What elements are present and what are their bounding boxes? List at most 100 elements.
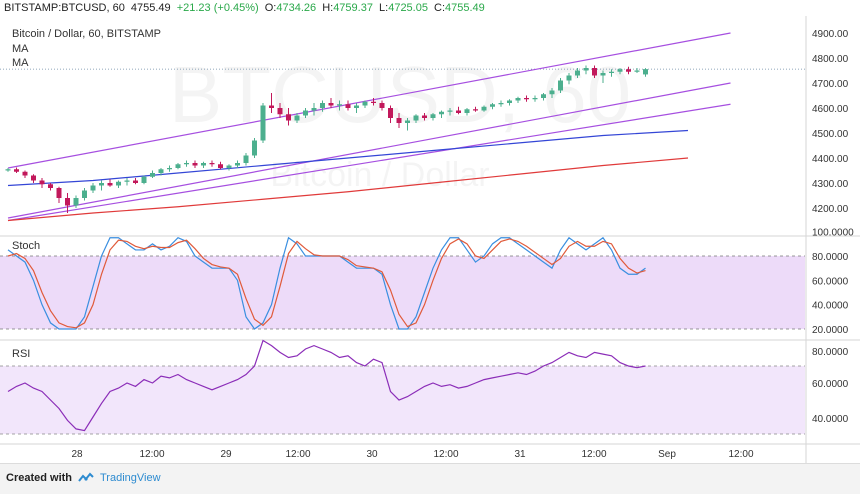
rsi-tick-label: 40.0000	[812, 414, 849, 425]
time-tick-label: Sep	[658, 449, 676, 460]
candle-body	[48, 184, 53, 188]
candle-body	[643, 69, 648, 75]
open-label: O:	[264, 2, 277, 14]
candle-body	[158, 169, 164, 173]
candle-body	[388, 108, 393, 118]
candle-body	[31, 175, 36, 181]
candle-body	[167, 168, 172, 170]
price-tick-label: 4800.00	[812, 54, 849, 65]
candle-body	[184, 163, 189, 165]
candle-body	[133, 180, 138, 183]
overlay-channel_lower	[7, 82, 731, 219]
stoch-tick-label: 80.0000	[812, 252, 849, 263]
rsi-label[interactable]: RSI	[12, 348, 31, 360]
candle-body	[456, 110, 461, 113]
high-label: H:	[322, 2, 334, 14]
candle-body	[464, 109, 470, 113]
candle-body	[447, 110, 453, 112]
overlay-ma_fast	[7, 129, 689, 187]
candle-body	[99, 183, 104, 186]
candle-body	[558, 80, 563, 91]
symbol-name[interactable]: BITSTAMP:BTCUSD, 60	[4, 2, 125, 14]
candle-body	[413, 115, 419, 121]
low-value: 4725.05	[388, 2, 428, 14]
candle-body	[507, 100, 512, 103]
candle-body	[294, 115, 300, 121]
candle-body	[39, 180, 45, 185]
rsi-line	[7, 339, 646, 432]
open-value: 4734.26	[276, 2, 317, 14]
overlay-channel_mid	[7, 103, 731, 222]
candle-body	[498, 103, 504, 105]
candle-body	[617, 69, 623, 72]
candle-body	[141, 176, 147, 183]
tradingview-logo-icon	[78, 472, 94, 482]
low-label: L:	[379, 2, 389, 14]
overlay-channel_upper	[7, 32, 731, 169]
candle-body	[22, 171, 28, 176]
symbol-header: BITSTAMP:BTCUSD, 60 4755.49 +21.23 (+0.4…	[4, 0, 488, 16]
candle-body	[541, 94, 546, 98]
candle-body	[65, 198, 70, 206]
stoch-tick-label: 60.0000	[812, 276, 849, 287]
rsi-tick-label: 80.0000	[812, 347, 849, 358]
last-price: 4755.49	[130, 2, 171, 14]
time-tick-label: 29	[220, 449, 232, 460]
price-tick-label: 4200.00	[812, 204, 849, 215]
ma-legend-2[interactable]: MA	[12, 57, 29, 69]
time-tick-label: 28	[71, 449, 83, 460]
candle-body	[124, 180, 130, 182]
candle-body	[422, 115, 427, 118]
created-with-text: Created with	[6, 472, 73, 484]
time-tick-label: 12:00	[728, 449, 753, 460]
candle-body	[311, 108, 317, 111]
candle-body	[600, 73, 606, 76]
candle-body	[549, 90, 555, 95]
price-tick-label: 4700.00	[812, 79, 849, 90]
candle-body	[243, 155, 249, 163]
stoch-label[interactable]: Stoch	[12, 240, 41, 252]
candle-body	[405, 120, 410, 123]
stoch-d-line	[7, 238, 646, 329]
candle-body	[175, 164, 181, 168]
candle-body	[73, 198, 79, 206]
candle-body	[320, 103, 325, 108]
candle-body	[218, 164, 223, 168]
price-tick-label: 4900.00	[812, 29, 849, 40]
rsi-band	[0, 366, 805, 434]
candle-body	[328, 103, 334, 106]
candle-body	[14, 169, 19, 172]
tradingview-brand[interactable]: TradingView	[100, 472, 161, 484]
close-value: 4755.49	[445, 2, 485, 14]
candle-body	[226, 165, 232, 168]
candle-body	[515, 98, 521, 101]
price-tick-label: 4400.00	[812, 154, 849, 165]
candle-body	[362, 101, 368, 106]
candle-body	[192, 163, 198, 166]
candle-body	[439, 111, 444, 115]
ma-legend-1[interactable]: MA	[12, 43, 29, 55]
candle-body	[345, 104, 351, 108]
candle-body	[583, 68, 589, 71]
time-tick-label: 12:00	[285, 449, 310, 460]
candle-body	[337, 104, 342, 106]
price-tick-label: 4500.00	[812, 129, 849, 140]
candle-body	[260, 105, 266, 141]
candle-body	[481, 106, 487, 111]
stoch-tick-label: 20.0000	[812, 325, 849, 336]
candle-body	[609, 71, 614, 73]
candle-body	[209, 163, 215, 165]
candle-body	[634, 70, 640, 72]
candle-body	[430, 114, 436, 118]
candle-body	[56, 188, 62, 198]
candle-body	[116, 181, 121, 186]
footer-bar: Created with TradingView	[0, 463, 860, 494]
stoch-band	[0, 256, 805, 329]
candle-body	[575, 70, 580, 76]
candle-body	[107, 183, 113, 186]
price-change: +21.23 (+0.45%)	[176, 2, 259, 14]
candle-body	[5, 169, 11, 171]
chart-legend-title: Bitcoin / Dollar, 60, BITSTAMP	[12, 28, 161, 40]
stoch-tick-label: 40.0000	[812, 301, 849, 312]
time-tick-label: 30	[366, 449, 378, 460]
